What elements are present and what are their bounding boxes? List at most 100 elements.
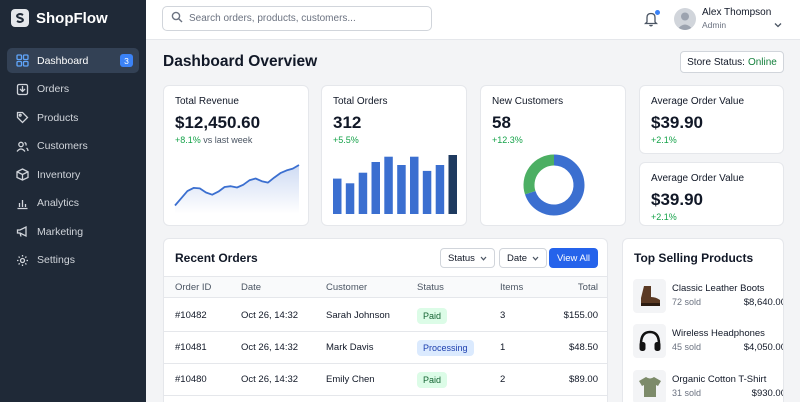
column-header[interactable]: Status [417,281,444,293]
column-header[interactable]: Items [500,281,524,293]
table-row[interactable]: #10480 Oct 26, 14:32 Emily Chen Paid 2 $… [164,364,607,396]
kpi-label: Total Orders [333,96,388,107]
status-badge: Paid [417,307,448,324]
sidebar-item-orders[interactable]: Orders [7,77,139,102]
user-role: Admin [702,20,727,30]
bar-chart-icon [15,196,29,210]
sidebar-item-label: Dashboard [37,54,89,67]
kpi-value: $39.90 [651,113,703,132]
sidebar-item-label: Products [37,111,79,124]
order-customer: Sarah Johnson [326,310,390,321]
bar [358,172,368,214]
aov-card: Average Order Value $39.90 +2.1% [639,85,784,154]
status-badge: Processing [417,339,474,356]
sidebar-item-dashboard[interactable]: Dashboard 3 [7,48,139,73]
order-customer: Mark Davis [326,342,374,353]
product-revenue: $8,640.00 [743,297,784,308]
sidebar-item-customers[interactable]: Customers [7,134,139,159]
search-icon [171,10,183,28]
kpi-change-value: +12.3% [492,135,523,145]
list-item[interactable]: Classic Leather Boots 72 sold $8,640.00 [633,279,783,313]
column-header[interactable]: Total [577,281,598,293]
column-header[interactable]: Date [241,281,262,293]
column-header[interactable]: Order ID [175,281,212,293]
donut-slice [524,154,585,216]
kpi-change: +8.1% vs last week [175,135,252,145]
status-badge: Paid [417,371,448,388]
kpi-change: +12.3% [492,135,523,145]
bar [448,155,457,214]
order-id: #10482 [175,310,207,321]
sidebar-item-inventory[interactable]: Inventory [7,162,139,187]
sidebar-item-marketing[interactable]: Marketing [7,219,139,244]
kpi-label: Total Revenue [175,96,239,107]
avatar [674,8,696,30]
top-selling-title: Top Selling Products [634,251,754,265]
store-status-value: Online [747,56,777,68]
revenue-card: Total Revenue $12,450.60 +8.1% vs last w… [163,85,309,226]
orders-icon [15,82,29,96]
brand[interactable]: ShopFlow [11,9,108,27]
view-all-button[interactable]: View All [549,248,598,268]
sidebar-item-analytics[interactable]: Analytics [7,191,139,216]
product-name: Organic Cotton T-Shirt [672,374,767,385]
kpi-value: $39.90 [651,190,703,209]
sidebar: ShopFlow Dashboard 3 Orders Products Cus… [0,0,146,402]
bar [422,170,432,214]
order-date: Oct 26, 14:32 [241,310,299,321]
kpi-change-value: +8.1% [175,135,201,145]
orders-title: Recent Orders [175,251,258,265]
product-revenue: $930.00 [751,388,784,399]
chevron-down-icon [774,15,782,33]
list-item[interactable]: Organic Cotton T-Shirt 31 sold $930.00 [633,370,783,402]
table-row[interactable]: #10482 Oct 26, 14:32 Sarah Johnson Paid … [164,300,607,332]
order-total: $89.00 [568,374,598,385]
order-id: #10481 [175,342,207,353]
kpi-label: New Customers [492,96,564,107]
customers-donut-chart [523,154,585,216]
notifications-button[interactable] [643,10,660,27]
app-name: ShopFlow [36,9,108,27]
sidebar-item-label: Orders [37,83,70,95]
order-total: $48.50 [568,342,598,353]
bar [435,165,445,214]
status-filter[interactable]: Status [440,248,495,268]
box-icon [15,168,29,182]
table-header: Order ID Date Customer Status Items Tota… [164,276,607,298]
sidebar-item-products[interactable]: Products [7,105,139,130]
users-icon [15,139,29,153]
user-menu[interactable]: Alex Thompson Admin [674,7,782,31]
orders-bar-chart [333,155,457,214]
date-filter[interactable]: Date [499,248,548,268]
kpi-change-value: +5.5% [333,135,359,145]
search-box[interactable] [162,6,432,31]
kpi-label: Average Order Value [651,96,745,107]
list-item[interactable]: Wireless Headphones 45 sold $4,050.00 [633,324,783,358]
store-status-label: Store Status: [687,56,745,68]
product-sold: 31 sold [672,388,702,398]
order-customer: Emily Chen [326,374,375,385]
tag-icon [15,111,29,125]
kpi-change: +2.1% [651,135,677,145]
headphones-icon [633,324,666,358]
bar [345,183,355,214]
column-header[interactable]: Customer [326,281,368,293]
sidebar-item-settings[interactable]: Settings [7,248,139,273]
megaphone-icon [15,225,29,239]
search-input[interactable] [189,13,429,24]
kpi-change-suffix: vs last week [203,135,253,145]
bar [384,156,393,214]
gear-icon [15,253,29,267]
table-row[interactable]: #10481 Oct 26, 14:32 Mark Davis Processi… [164,332,607,364]
bar [397,165,406,214]
page-title: Dashboard Overview [163,53,318,70]
order-date: Oct 26, 14:32 [241,374,299,385]
bar [410,156,419,214]
bell-icon [643,12,659,31]
user-name: Alex Thompson [702,7,772,18]
line-series [174,164,300,207]
order-items: 3 [500,310,506,321]
product-revenue: $4,050.00 [743,342,784,353]
order-items: 1 [500,342,506,353]
topbar: Alex Thompson Admin [146,0,800,40]
